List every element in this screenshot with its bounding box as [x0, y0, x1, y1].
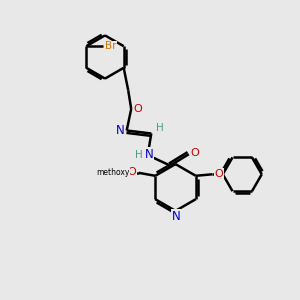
Text: N: N — [172, 210, 181, 223]
Text: H: H — [135, 149, 143, 160]
Text: N: N — [116, 124, 124, 137]
Text: O: O — [128, 167, 136, 177]
Text: H: H — [156, 123, 164, 133]
Text: O: O — [190, 148, 199, 158]
Text: N: N — [145, 148, 154, 161]
Text: O: O — [134, 104, 142, 114]
Text: O: O — [214, 169, 223, 179]
Text: Br: Br — [105, 41, 117, 51]
Text: methoxy: methoxy — [96, 168, 129, 177]
